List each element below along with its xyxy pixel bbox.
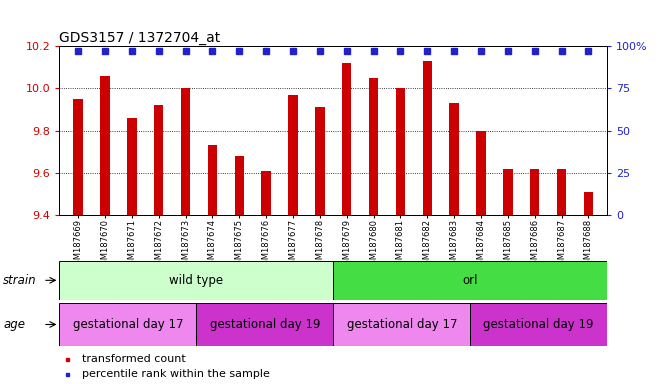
Bar bbox=[154, 105, 164, 215]
Bar bbox=[234, 156, 244, 215]
Bar bbox=[208, 146, 217, 215]
Bar bbox=[477, 131, 486, 215]
Text: gestational day 19: gestational day 19 bbox=[210, 318, 320, 331]
Text: orl: orl bbox=[463, 274, 478, 287]
Bar bbox=[333, 303, 470, 346]
Text: wild type: wild type bbox=[169, 274, 224, 287]
Bar bbox=[315, 108, 325, 215]
Bar bbox=[557, 169, 566, 215]
Bar bbox=[59, 261, 333, 300]
Bar bbox=[583, 192, 593, 215]
Bar bbox=[59, 303, 197, 346]
Bar bbox=[503, 169, 513, 215]
Bar bbox=[333, 261, 607, 300]
Bar bbox=[127, 118, 137, 215]
Bar bbox=[342, 63, 351, 215]
Bar bbox=[288, 94, 298, 215]
Bar bbox=[181, 88, 190, 215]
Bar bbox=[197, 303, 333, 346]
Text: gestational day 19: gestational day 19 bbox=[484, 318, 594, 331]
Bar bbox=[449, 103, 459, 215]
Text: percentile rank within the sample: percentile rank within the sample bbox=[82, 369, 271, 379]
Bar bbox=[73, 99, 83, 215]
Bar bbox=[530, 169, 539, 215]
Text: GDS3157 / 1372704_at: GDS3157 / 1372704_at bbox=[59, 31, 220, 45]
Bar bbox=[261, 171, 271, 215]
Bar bbox=[396, 88, 405, 215]
Bar bbox=[100, 76, 110, 215]
Bar bbox=[422, 61, 432, 215]
Bar bbox=[471, 303, 607, 346]
Bar bbox=[369, 78, 378, 215]
Text: age: age bbox=[3, 318, 25, 331]
Text: gestational day 17: gestational day 17 bbox=[73, 318, 183, 331]
Text: strain: strain bbox=[3, 274, 37, 287]
Text: transformed count: transformed count bbox=[82, 354, 186, 364]
Text: gestational day 17: gestational day 17 bbox=[346, 318, 457, 331]
